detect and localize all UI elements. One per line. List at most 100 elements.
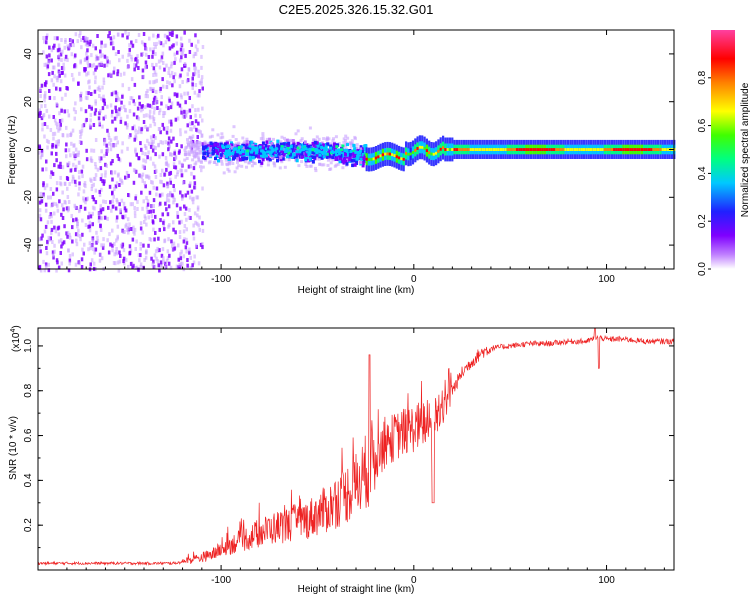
scintillation-cell [343,149,347,153]
noise-cell [192,236,196,241]
noise-cell [173,92,177,97]
noise-cell [131,43,135,48]
scintillation-cell [335,150,339,154]
noise-cell [137,267,140,272]
scintillation-cell [280,147,284,151]
noise-cell [80,38,83,42]
noise-cell [155,97,158,102]
noise-cell [47,262,50,267]
carrier-core [617,148,620,151]
noise-cell [100,96,103,101]
noise-cell [130,227,133,231]
scintillation-cell [217,159,220,163]
noise-cell [147,209,150,214]
noise-cell [103,63,106,68]
noise-cell [115,247,118,251]
scintillation-cell [362,156,366,161]
scintillation-cell [322,155,326,159]
noise-cell [181,80,184,84]
noise-cell [93,89,97,94]
noise-cell [55,102,58,107]
noise-cell [158,248,161,253]
noise-cell [38,145,42,150]
noise-cell [118,183,121,187]
noise-cell [152,227,155,232]
noise-cell [174,117,178,122]
noise-cell [128,52,131,56]
noise-cell [117,268,121,273]
noise-cell [76,222,79,226]
noise-cell [191,158,195,162]
carrier-core [601,148,604,151]
noise-cell [127,135,131,140]
noise-cell [136,59,139,63]
noise-cell [130,54,133,59]
noise-cell [128,244,132,249]
noise-cell [168,46,172,51]
noise-cell [185,249,188,254]
noise-cell [172,162,176,167]
noise-cell [77,170,81,175]
noise-cell [52,255,55,260]
noise-cell [168,171,171,176]
noise-cell [144,124,147,129]
noise-cell [92,123,96,127]
noise-cell [58,119,62,123]
scintillation-cell [248,155,252,160]
noise-cell [57,62,61,67]
noise-cell [220,160,224,163]
noise-cell [158,227,161,232]
noise-cell [71,239,74,244]
noise-cell [87,224,90,229]
noise-cell [197,140,201,144]
noise-cell [159,173,163,177]
noise-cell [156,246,159,251]
noise-cell [164,140,167,145]
noise-cell [57,239,61,244]
noise-cell [134,128,137,133]
noise-cell [90,106,93,111]
noise-cell [215,162,219,166]
noise-cell [92,197,96,202]
scintillation-cell [235,144,239,149]
noise-cell [59,52,63,57]
scintillation-cell [301,145,304,150]
noise-cell [173,157,176,162]
noise-cell [193,125,196,130]
noise-cell [184,169,188,173]
noise-cell [137,33,141,37]
carrier-core [504,148,507,151]
noise-cell [139,242,142,246]
carrier-core [365,157,368,161]
scintillation-cell [222,148,226,153]
noise-cell [233,170,237,174]
noise-cell [116,260,120,265]
noise-cell [102,237,105,242]
noise-cell [200,54,203,59]
noise-cell [143,144,147,149]
scintillation-cell [216,142,220,147]
noise-cell [136,106,140,111]
noise-cell [134,135,137,140]
noise-cell [63,73,67,78]
noise-cell [134,266,137,270]
noise-cell [173,72,177,77]
noise-cell [165,160,168,165]
noise-cell [38,244,42,249]
noise-cell [166,35,169,40]
noise-cell [58,73,61,78]
noise-cell [207,161,211,165]
noise-cell [220,162,224,166]
carrier-core [374,156,378,160]
scintillation-cell [211,151,215,156]
noise-cell [155,256,158,261]
noise-cell [141,172,145,177]
noise-cell [140,104,143,109]
noise-cell [141,178,144,183]
noise-cell [203,140,207,144]
x-tick-label: 0 [411,575,417,586]
noise-cell [183,30,186,35]
noise-cell [185,110,189,114]
noise-cell [94,173,98,178]
noise-cell [129,162,132,167]
